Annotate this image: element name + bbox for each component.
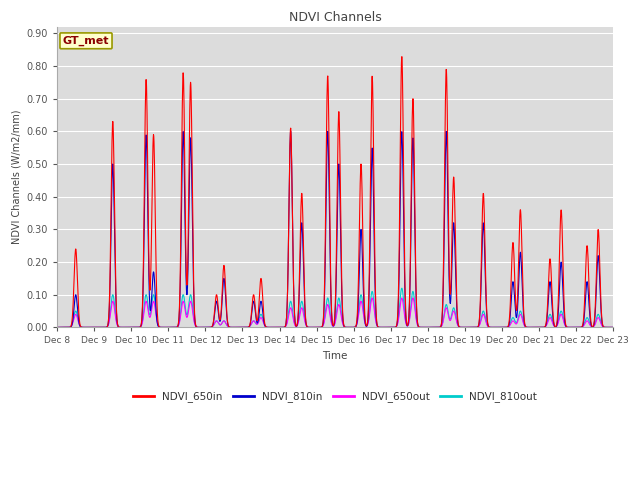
NDVI_810in: [209, 324, 216, 329]
NDVI_810in: [609, 324, 617, 330]
NDVI_810out: [576, 324, 584, 330]
NDVI_650in: [497, 324, 504, 330]
NDVI_650out: [560, 320, 568, 326]
NDVI_810out: [560, 319, 568, 324]
NDVI_810in: [497, 324, 504, 330]
NDVI_810out: [398, 285, 406, 291]
NDVI_810out: [351, 324, 359, 330]
NDVI_650in: [364, 322, 371, 327]
Text: GT_met: GT_met: [63, 36, 109, 46]
NDVI_650out: [497, 324, 504, 330]
NDVI_810in: [576, 324, 584, 330]
NDVI_650in: [398, 54, 406, 60]
NDVI_650in: [576, 324, 584, 330]
NDVI_650in: [560, 300, 568, 306]
NDVI_650out: [351, 324, 359, 330]
NDVI_650out: [209, 324, 216, 330]
NDVI_650in: [609, 324, 617, 330]
NDVI_650out: [609, 324, 617, 330]
NDVI_650out: [409, 295, 417, 301]
NDVI_810in: [351, 324, 359, 330]
NDVI_810out: [209, 324, 216, 330]
Legend: NDVI_650in, NDVI_810in, NDVI_650out, NDVI_810out: NDVI_650in, NDVI_810in, NDVI_650out, NDV…: [129, 387, 541, 407]
NDVI_810in: [53, 324, 61, 330]
NDVI_650out: [53, 324, 61, 330]
Line: NDVI_650in: NDVI_650in: [57, 57, 613, 327]
Line: NDVI_810in: NDVI_810in: [57, 132, 613, 327]
NDVI_650out: [364, 323, 371, 328]
NDVI_650in: [351, 324, 359, 330]
NDVI_810out: [609, 324, 617, 330]
Title: NDVI Channels: NDVI Channels: [289, 11, 381, 24]
NDVI_810out: [53, 324, 61, 330]
NDVI_810in: [287, 129, 294, 134]
NDVI_650in: [53, 324, 61, 330]
NDVI_810out: [497, 324, 504, 330]
NDVI_810out: [364, 323, 371, 328]
Y-axis label: NDVI Channels (W/m2/mm): NDVI Channels (W/m2/mm): [11, 110, 21, 244]
NDVI_650in: [209, 324, 216, 329]
Line: NDVI_810out: NDVI_810out: [57, 288, 613, 327]
NDVI_650out: [576, 324, 584, 330]
X-axis label: Time: Time: [323, 351, 348, 361]
NDVI_810in: [560, 311, 568, 317]
NDVI_810in: [364, 321, 371, 327]
Line: NDVI_650out: NDVI_650out: [57, 298, 613, 327]
